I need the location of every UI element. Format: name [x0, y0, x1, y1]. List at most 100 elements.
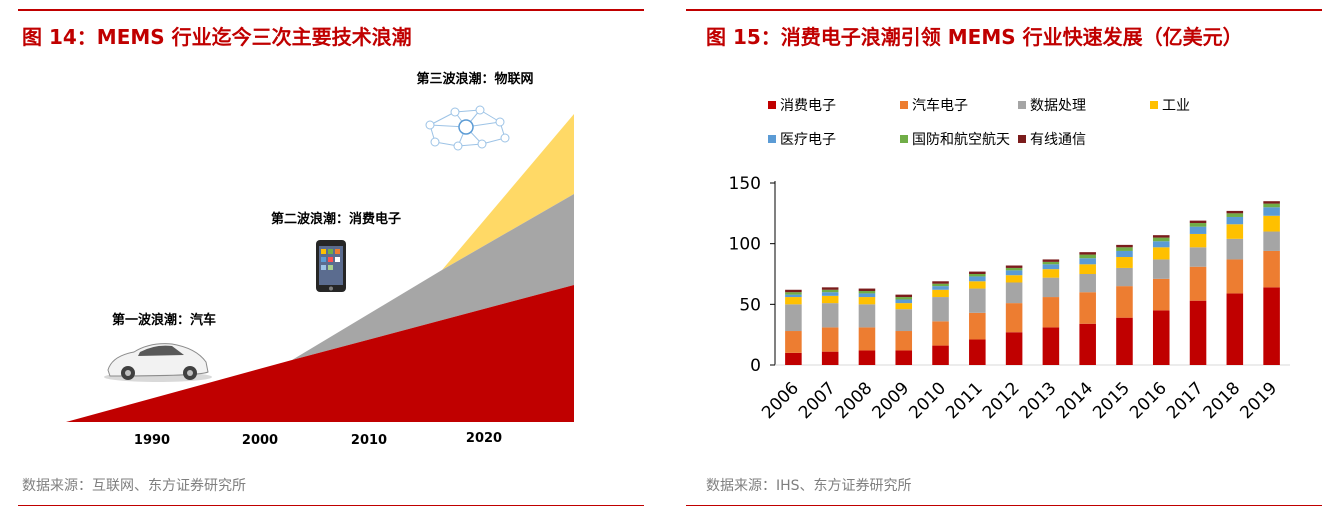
x-tick-label-2012: 2012: [979, 378, 1024, 423]
x-tick-label-2009: 2009: [869, 378, 914, 423]
waves-illustration: 第一波浪潮：汽车 第二波浪潮：消费电子 第三波浪潮：物联网: [66, 71, 574, 448]
bar-2012-series-2: [1005, 303, 1023, 333]
bar-2011-series-3: [969, 288, 986, 313]
bar-2012-series-3: [1005, 282, 1023, 304]
x-tick-label-2016: 2016: [1126, 378, 1171, 423]
right-top-rule: [686, 9, 1322, 11]
bar-2014-series-4: [1079, 264, 1096, 274]
legend-swatch-1: [768, 101, 776, 109]
y-tick-label-150: 150: [729, 174, 761, 194]
left-source-note: 数据来源：互联网、东方证券研究所: [22, 478, 246, 494]
bar-2009-series-7: [895, 294, 913, 298]
x-tick-label-2007: 2007: [795, 378, 840, 423]
legend-label-5: 医疗电子: [780, 132, 836, 148]
bar-2010-series-7: [932, 281, 949, 284]
legend-swatch-5: [768, 135, 776, 143]
bar-2010-series-6: [932, 283, 949, 287]
right-figure-title: 图 15：消费电子浪潮引领 MEMS 行业快速发展（亿美元）: [706, 25, 1243, 49]
bar-2016-series-4: [1152, 247, 1170, 260]
right-panel: 图 15：消费电子浪潮引领 MEMS 行业快速发展（亿美元） 消费电子 汽车电子数…: [680, 0, 1338, 517]
bar-2018-series-6: [1226, 213, 1244, 217]
bar-2017-series-7: [1189, 220, 1207, 224]
bar-2009-series-5: [895, 299, 913, 304]
bar-2006-series-4: [785, 297, 802, 305]
bar-2013-series-2: [1042, 297, 1060, 328]
bar-2013-series-4: [1042, 269, 1060, 278]
x-tick-label-2014: 2014: [1052, 378, 1097, 423]
bar-2006-series-1: [785, 352, 802, 365]
bar-2014-series-6: [1079, 254, 1096, 259]
bar-2007-series-1: [821, 351, 839, 365]
legend-label-2: 汽车电子: [912, 97, 968, 114]
bar-2008-series-1: [858, 350, 876, 365]
smartphone-image: [316, 240, 346, 292]
bar-2009-series-3: [895, 309, 913, 332]
bar-2015-series-5: [1116, 250, 1133, 258]
car-wave-area: [66, 285, 574, 422]
bar-2011-series-6: [969, 274, 986, 277]
bar-2010-series-4: [932, 289, 949, 298]
legend-label-1: 消费电子: [780, 98, 836, 114]
bar-2007-series-5: [821, 292, 839, 296]
bar-2013-series-6: [1042, 261, 1060, 265]
bar-2017-series-3: [1189, 247, 1207, 267]
bar-2008-series-7: [858, 288, 876, 291]
bar-2014-series-3: [1079, 274, 1096, 293]
bar-2011-series-1: [969, 339, 986, 365]
bar-2011-series-5: [969, 276, 986, 282]
bar-2007-series-3: [821, 303, 839, 328]
legend-label-4: 工业: [1162, 98, 1190, 114]
wave-label-consumer: 第二波浪潮：消费电子: [271, 211, 401, 227]
bar-2012-series-4: [1005, 275, 1023, 283]
legend-swatch-3: [1018, 101, 1026, 109]
bar-2017-series-1: [1189, 300, 1207, 365]
bar-2010-series-5: [932, 286, 949, 290]
legend-label-7: 有线通信: [1030, 132, 1086, 148]
bar-2018-series-1: [1226, 293, 1244, 365]
bar-2017-series-5: [1189, 226, 1207, 234]
iot-wave-area: [442, 114, 574, 270]
bar-2008-series-4: [858, 297, 876, 305]
bar-2019-series-1: [1263, 287, 1280, 365]
bar-2012-series-7: [1005, 265, 1023, 268]
bar-2009-series-6: [895, 297, 913, 300]
bar-2009-series-1: [895, 350, 913, 365]
bar-2015-series-4: [1116, 257, 1133, 268]
bar-2018-series-2: [1226, 259, 1244, 294]
right-source-note: 数据来源：IHS、东方证券研究所: [706, 478, 912, 494]
bar-2012-series-6: [1005, 267, 1023, 271]
bar-2010-series-2: [932, 321, 949, 346]
x-tick-label-2015: 2015: [1089, 378, 1134, 423]
bar-2018-series-3: [1226, 238, 1244, 260]
x-tick-label-2006: 2006: [758, 378, 803, 423]
bar-2008-series-6: [858, 290, 876, 294]
bar-2015-series-2: [1116, 286, 1133, 318]
bar-2014-series-2: [1079, 292, 1096, 324]
car-image: [104, 343, 212, 382]
bar-2011-series-2: [969, 312, 986, 340]
bar-2006-series-2: [785, 331, 802, 353]
bar-2019-series-7: [1263, 201, 1280, 204]
bar-2007-series-6: [821, 289, 839, 293]
left-panel: 图 14：MEMS 行业迄今三次主要技术浪潮 第一波浪潮：汽车 第二波浪潮：消费…: [0, 0, 660, 517]
legend-swatch-2: [900, 101, 908, 109]
x-tick-label-2018: 2018: [1200, 378, 1245, 423]
bar-2012-series-1: [1005, 332, 1023, 365]
wave-label-iot: 第三波浪潮：物联网: [416, 71, 533, 87]
bar-2017-series-2: [1189, 266, 1207, 301]
bar-2007-series-7: [821, 287, 839, 290]
bar-2015-series-3: [1116, 267, 1133, 287]
wave-label-car: 第一波浪潮：汽车: [112, 312, 216, 328]
bar-2015-series-1: [1116, 317, 1133, 365]
bar-2015-series-7: [1116, 244, 1133, 248]
bar-2010-series-3: [932, 297, 949, 322]
y-tick-label-0: 0: [750, 356, 761, 376]
bar-2013-series-3: [1042, 277, 1060, 298]
legend-swatch-6: [900, 135, 908, 143]
bar-2019-series-3: [1263, 231, 1280, 251]
bar-2011-series-4: [969, 281, 986, 289]
bar-2013-series-1: [1042, 327, 1060, 365]
left-figure-title: 图 14：MEMS 行业迄今三次主要技术浪潮: [22, 25, 412, 49]
x-tick-label-2010: 2010: [905, 378, 950, 423]
